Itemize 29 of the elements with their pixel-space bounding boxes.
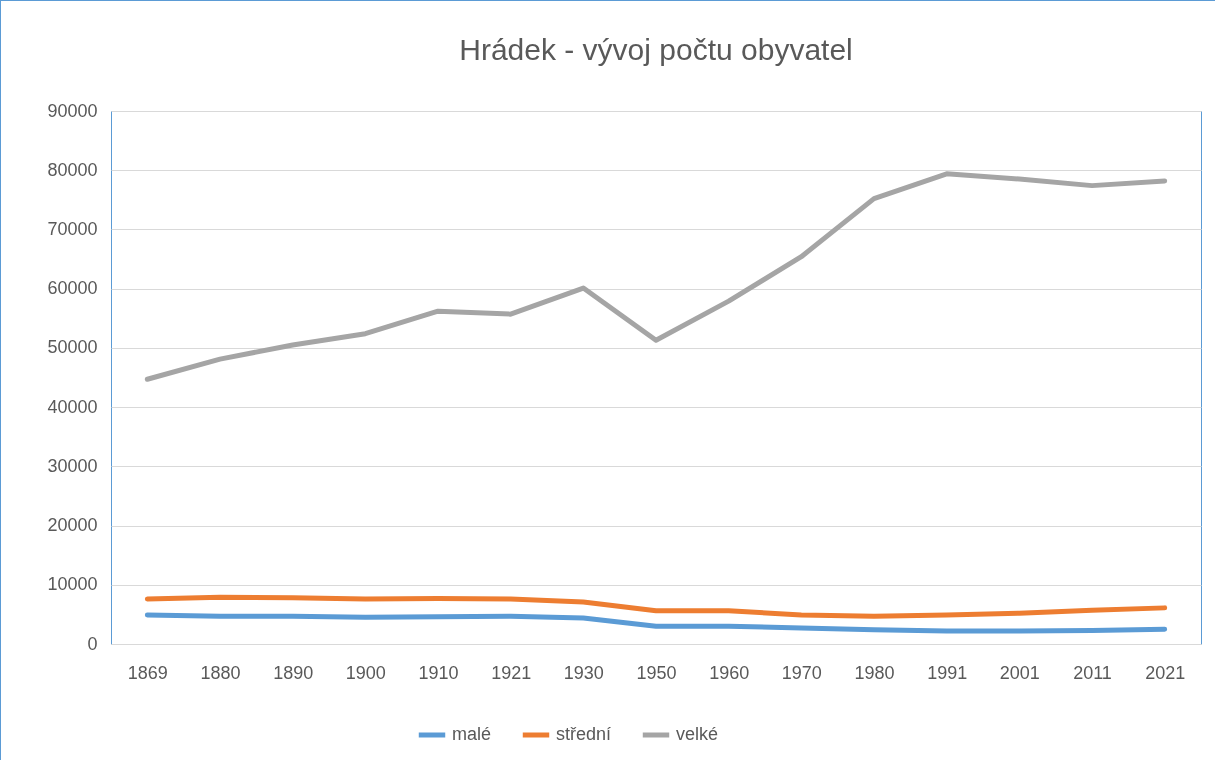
x-tick-label: 1890: [273, 662, 314, 683]
y-tick-label: 10000: [47, 574, 98, 595]
x-tick-label: 2011: [1073, 662, 1112, 683]
legend-label: malé: [452, 724, 492, 744]
x-tick-label: 1880: [200, 662, 241, 683]
y-tick-label: 0: [87, 633, 98, 654]
x-tick-label: 1869: [127, 662, 168, 683]
y-tick-label: 90000: [47, 100, 98, 121]
y-tick-label: 50000: [47, 337, 98, 358]
x-tick-label: 1921: [491, 662, 532, 683]
legend-label: střední: [556, 724, 612, 744]
x-tick-label: 1910: [418, 662, 459, 683]
chart-title: Hrádek - vývoj počtu obyvatel: [459, 33, 853, 66]
x-tick-label: 1980: [854, 662, 895, 683]
y-tick-label: 40000: [47, 396, 98, 417]
y-tick-label: 80000: [47, 159, 98, 180]
x-tick-label: 1991: [927, 662, 968, 683]
x-tick-label: 1970: [781, 662, 822, 683]
y-tick-label: 20000: [47, 515, 98, 536]
y-tick-label: 70000: [47, 218, 98, 239]
x-tick-label: 1960: [709, 662, 750, 683]
x-tick-label: 2001: [999, 662, 1040, 683]
x-tick-label: 1900: [345, 662, 386, 683]
x-tick-label: 2021: [1145, 662, 1186, 683]
y-tick-label: 30000: [47, 455, 98, 476]
y-tick-label: 60000: [47, 278, 98, 299]
legend-label: velké: [676, 724, 719, 744]
x-tick-label: 1950: [636, 662, 677, 683]
x-tick-label: 1930: [563, 662, 604, 683]
